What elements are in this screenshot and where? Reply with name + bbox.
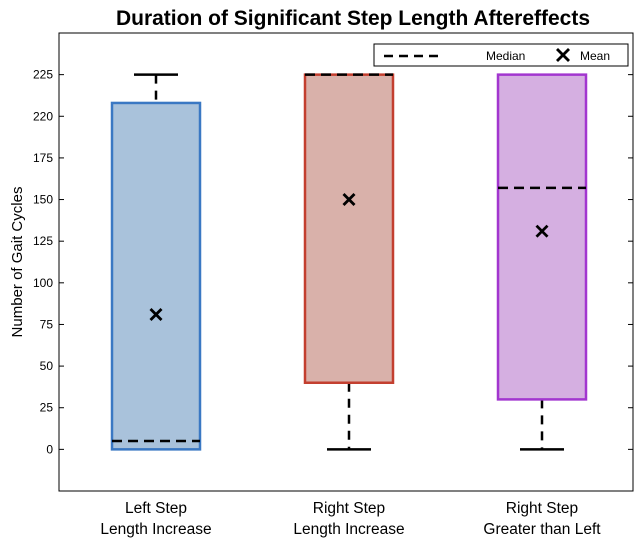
y-tick-label: 150 (33, 193, 53, 207)
mean-stroke (535, 224, 549, 238)
y-axis-label: Number of Gait Cycles (9, 187, 26, 338)
legend-box (373, 43, 629, 67)
x-category-label-line: Length Increase (293, 521, 404, 538)
box-2 (303, 73, 395, 451)
box-3 (496, 73, 588, 451)
mean-marker (342, 193, 356, 207)
box-iqr (496, 73, 588, 401)
box-series (110, 73, 588, 451)
x-axis-labels: Left Step Length Increase Right Step Length… (100, 500, 601, 538)
y-tick-label: 0 (46, 442, 53, 456)
x-category-label: Left Step Length Increase (100, 500, 211, 538)
y-tick-label: 75 (40, 317, 54, 331)
y-tick-label: 50 (40, 359, 54, 373)
legend-mean-label: Mean (580, 49, 610, 63)
x-category-label-line: Length Increase (100, 521, 211, 538)
legend-mean-x-icon (556, 48, 570, 62)
x-category-label-line: Right Step (313, 500, 385, 517)
box-iqr (303, 73, 395, 384)
y-tick-label: 100 (33, 276, 53, 290)
mean-stroke (342, 193, 356, 207)
chart-title: Duration of Significant Step Length Afte… (116, 7, 590, 30)
y-tick-label: 220 (33, 109, 53, 123)
x-category-label: Right Step Length Increase (293, 500, 404, 538)
legend-median-label: Median (486, 49, 525, 63)
x-category-label-line: Left Step (125, 500, 187, 517)
x-category-label: Right Step Greater than Left (483, 500, 601, 538)
x-category-label-line: Greater than Left (483, 521, 601, 538)
y-tick-label: 225 (33, 68, 53, 82)
box-1 (110, 73, 202, 451)
legend: Median Mean (373, 43, 629, 67)
y-tick-label: 25 (40, 401, 54, 415)
box-iqr (110, 101, 202, 451)
y-tick-label: 175 (33, 151, 53, 165)
mean-stroke (149, 307, 163, 321)
mean-marker (535, 224, 549, 238)
y-axis-ticks: 0 25 50 75 100 125 150 175 220 225 (33, 68, 633, 456)
mean-marker (149, 307, 163, 321)
y-tick-label: 125 (33, 234, 53, 248)
x-category-label-line: Right Step (506, 500, 578, 517)
